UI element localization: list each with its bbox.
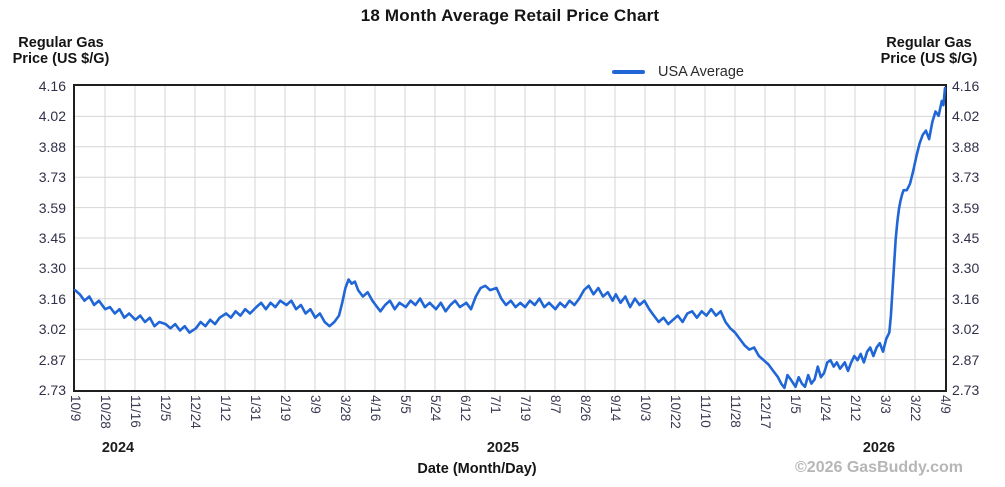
y-tick-label-left: 3.02 [38,321,66,337]
x-tick-label: 4/9 [938,395,953,414]
y-tick-label-right: 4.02 [952,108,980,124]
year-label-2026: 2026 [862,440,896,456]
x-tick-label: 9/14 [608,395,623,422]
y-tick-label-left: 3.16 [38,291,66,307]
x-tick-label: 1/31 [248,395,263,422]
y-tick-label-right: 4.16 [952,78,980,94]
y-tick-label-right: 3.45 [952,230,980,246]
x-tick-label: 3/22 [908,395,923,422]
y-tick-label-right: 2.73 [952,382,980,398]
x-axis-title: Date (Month/Day) [417,461,537,477]
y-tick-label-left: 4.16 [38,78,66,94]
x-tick-label: 10/22 [668,395,683,429]
chart-title: 18 Month Average Retail Price Chart [360,6,660,25]
year-label-2025: 2025 [486,440,520,456]
x-tick-label: 7/19 [518,395,533,422]
y-tick-label-right: 3.88 [952,139,980,155]
x-tick-label: 5/5 [398,395,413,414]
x-tick-label: 1/5 [788,395,803,414]
y-axis-label-left-line2: Price (US $/G) [12,51,110,67]
y-tick-label-left: 2.87 [38,352,66,368]
x-tick-label: 8/26 [578,395,593,422]
copyright-text: ©2026 GasBuddy.com [795,459,963,476]
x-tick-label: 2/12 [848,395,863,422]
x-tick-label: 12/17 [758,395,773,429]
chart-canvas [73,86,947,390]
y-tick-label-left: 4.02 [38,108,66,124]
legend-line-swatch [612,70,645,74]
y-tick-label-left: 3.45 [38,230,66,246]
x-tick-label: 12/24 [188,395,203,429]
legend-series-label: USA Average [658,64,744,80]
x-tick-label: 7/1 [488,395,503,414]
y-tick-label-left: 3.88 [38,139,66,155]
x-tick-label: 12/5 [158,395,173,422]
y-tick-label-right: 3.16 [952,291,980,307]
y-tick-label-right: 3.02 [952,321,980,337]
usa-average-price-line [73,86,947,390]
x-tick-label: 10/28 [98,395,113,429]
plot-area [73,84,947,392]
x-tick-label: 3/28 [338,395,353,422]
y-tick-label-right: 2.87 [952,352,980,368]
year-label-2024: 2024 [101,440,135,456]
x-tick-label: 6/12 [458,395,473,422]
x-tick-label: 10/9 [68,395,83,422]
y-axis-label-right-line1: Regular Gas [886,35,972,51]
x-tick-label: 4/16 [368,395,383,422]
y-tick-label-left: 3.59 [38,200,66,216]
y-axis-label-right-line2: Price (US $/G) [880,51,978,67]
y-tick-label-left: 2.73 [38,382,66,398]
x-tick-label: 11/28 [728,395,743,428]
y-tick-label-left: 3.30 [38,260,66,276]
y-tick-label-left: 3.73 [38,169,66,185]
x-tick-label: 1/12 [218,395,233,422]
x-tick-label: 1/24 [818,395,833,422]
y-tick-label-right: 3.30 [952,260,980,276]
x-tick-label: 8/7 [548,395,563,414]
x-tick-label: 11/16 [128,395,143,428]
legend: USA Average [612,63,744,81]
y-tick-label-right: 3.73 [952,169,980,185]
x-tick-label: 3/9 [308,395,323,414]
x-tick-label: 5/24 [428,395,443,422]
y-axis-label-right: Regular Gas Price (US $/G) [863,35,995,67]
y-axis-label-left: Regular Gas Price (US $/G) [2,35,120,67]
y-tick-label-right: 3.59 [952,200,980,216]
x-tick-label: 10/3 [638,395,653,422]
y-axis-label-left-line1: Regular Gas [18,35,104,51]
x-tick-label: 3/3 [878,395,893,414]
x-tick-label: 2/19 [278,395,293,422]
x-tick-label: 11/10 [698,395,713,428]
